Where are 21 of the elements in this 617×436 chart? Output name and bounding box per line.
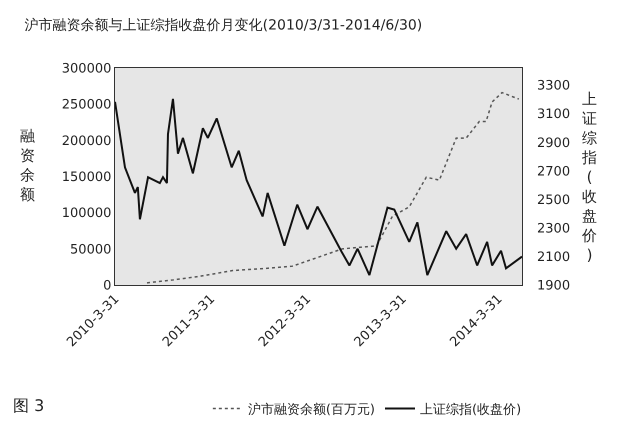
y-tick-label: 0 — [103, 278, 112, 294]
y2-tick-label: 3100 — [537, 107, 570, 122]
legend-label: 上证综指(收盘价) — [420, 402, 522, 418]
y2-tick-label: 1900 — [537, 278, 570, 294]
y2-tick-label: 2700 — [537, 164, 570, 180]
text: 上证综指(收盘价) — [582, 90, 597, 264]
y-tick-label: 250000 — [62, 98, 112, 113]
chart-title: 沪市融资余额与上证综指收盘价月变化(2010/3/31-2014/6/30) — [24, 17, 422, 34]
y2-tick-label: 3300 — [537, 78, 570, 94]
y-tick-label: 300000 — [62, 62, 112, 77]
caption: 图 3 — [13, 396, 44, 415]
y-tick-label: 150000 — [62, 170, 112, 186]
y-axis-title: 融资余额 — [20, 127, 35, 204]
legend-label: 沪市融资余额(百万元) — [248, 402, 375, 418]
y-tick-label: 100000 — [62, 206, 112, 222]
y-tick-label: 50000 — [70, 242, 112, 258]
y2-tick-label: 2900 — [537, 136, 570, 151]
y2-tick-label: 2300 — [537, 221, 570, 236]
y2-tick-label: 2100 — [537, 250, 570, 265]
y-tick-label: 200000 — [62, 134, 112, 149]
y2-tick-label: 2500 — [537, 192, 570, 208]
